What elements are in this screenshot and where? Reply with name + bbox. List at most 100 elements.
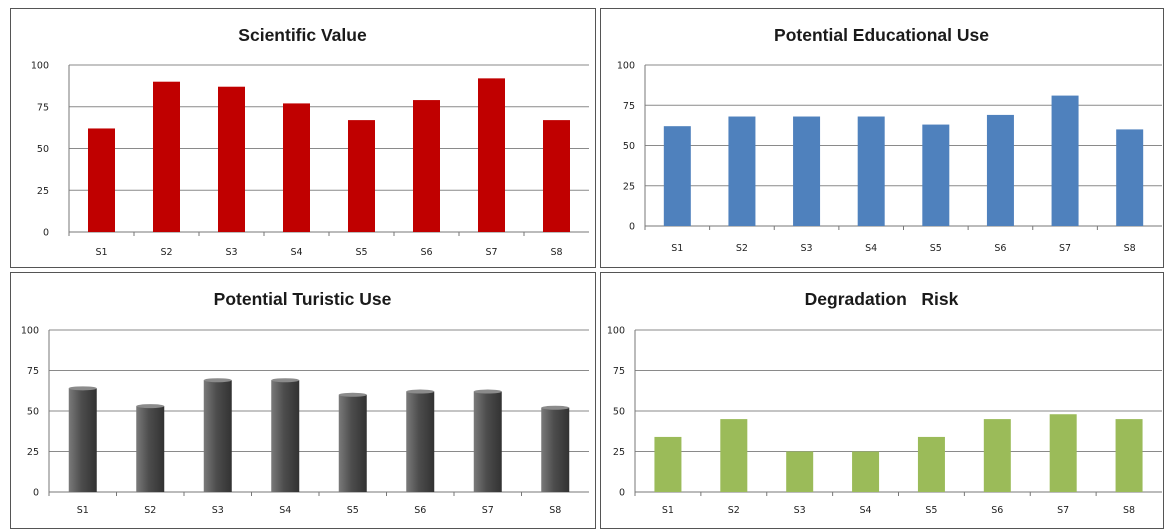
y-tick-label: 100 xyxy=(617,61,635,72)
chart-title: Degradation Risk xyxy=(805,289,959,309)
bar-s1 xyxy=(654,436,682,492)
x-tick-label: S5 xyxy=(355,247,367,258)
bar-s7 xyxy=(478,78,505,232)
bar-s4 xyxy=(852,451,880,492)
x-tick-label: S4 xyxy=(865,243,877,254)
x-tick-label: S8 xyxy=(1123,505,1135,516)
x-tick-label: S7 xyxy=(1057,505,1069,516)
bar-s3 xyxy=(786,451,814,492)
bar-cap xyxy=(541,405,570,410)
chart-title: Scientific Value xyxy=(238,25,367,45)
x-tick-label: S1 xyxy=(77,505,89,516)
y-tick-label: 75 xyxy=(27,366,39,377)
bar-s6 xyxy=(406,391,435,492)
y-tick-label: 0 xyxy=(33,488,39,499)
bar-s4 xyxy=(857,116,885,226)
y-tick-label: 0 xyxy=(43,228,49,239)
chart-svg: Potential Turistic Use 0 25 50 75 100 S1 S2 S3 S4… xyxy=(21,289,589,516)
x-tick-label: S5 xyxy=(930,243,942,254)
x-tick-label: S7 xyxy=(1059,243,1071,254)
bar-s4 xyxy=(283,103,310,232)
bar-cap xyxy=(338,392,367,397)
bar-s6 xyxy=(983,419,1011,492)
y-tick-label: 25 xyxy=(623,181,635,192)
bar-s8 xyxy=(1116,129,1144,226)
x-tick-label: S6 xyxy=(420,247,432,258)
x-tick-label: S4 xyxy=(290,247,302,258)
bar-s8 xyxy=(541,407,570,492)
x-tick-label: S6 xyxy=(991,505,1003,516)
y-tick-label: 75 xyxy=(613,366,625,377)
y-tick-label: 50 xyxy=(27,407,39,418)
x-tick-label: S5 xyxy=(347,505,359,516)
bar-s5 xyxy=(922,124,950,226)
bar-cap xyxy=(68,386,97,391)
x-tick-label: S8 xyxy=(1124,243,1136,254)
x-tick-label: S3 xyxy=(794,505,806,516)
y-tick-label: 50 xyxy=(623,141,635,152)
chart-panel-degradation-risk: Degradation Risk 0 25 50 75 100 S1 S2 S3 S4 S5 S6 S7… xyxy=(600,272,1164,529)
x-tick-label: S2 xyxy=(736,243,748,254)
bar-s6 xyxy=(986,114,1014,226)
x-tick-label: S1 xyxy=(671,243,683,254)
x-tick-label: S3 xyxy=(225,247,237,258)
bar-s2 xyxy=(136,406,165,492)
bar-s8 xyxy=(543,120,570,232)
y-tick-label: 100 xyxy=(31,61,49,72)
y-tick-label: 50 xyxy=(37,144,49,155)
x-tick-label: S2 xyxy=(144,505,156,516)
chart-svg: Potential Educational Use 0 25 50 75 100 S1 S2 S… xyxy=(617,25,1162,254)
x-tick-label: S8 xyxy=(549,505,561,516)
y-tick-label: 25 xyxy=(37,186,49,197)
bar-cap xyxy=(406,389,435,394)
bar-cap xyxy=(473,389,502,394)
chart-panel-potential-turistic-use: Potential Turistic Use 0 25 50 75 100 S1 S2 S3 S4… xyxy=(10,272,596,529)
bar-s5 xyxy=(917,436,945,492)
bar-s7 xyxy=(1051,95,1079,226)
bar-s3 xyxy=(203,380,232,492)
x-tick-label: S1 xyxy=(662,505,674,516)
x-tick-label: S4 xyxy=(860,505,872,516)
y-tick-label: 50 xyxy=(613,407,625,418)
x-tick-label: S3 xyxy=(212,505,224,516)
x-tick-label: S1 xyxy=(95,247,107,258)
x-tick-label: S2 xyxy=(160,247,172,258)
bar-s7 xyxy=(473,391,502,492)
chart-title: Potential Educational Use xyxy=(774,25,989,45)
bar-s1 xyxy=(88,128,115,232)
bar-s2 xyxy=(153,81,180,232)
chart-panel-potential-educational-use: Potential Educational Use 0 25 50 75 100 S1 S2 S… xyxy=(600,8,1164,268)
bar-s2 xyxy=(728,116,756,226)
x-tick-label: S4 xyxy=(279,505,291,516)
x-tick-label: S7 xyxy=(485,247,497,258)
bar-s8 xyxy=(1115,419,1143,492)
bar-s1 xyxy=(68,388,97,492)
bar-s6 xyxy=(413,100,440,232)
y-tick-label: 75 xyxy=(623,101,635,112)
chart-svg: Degradation Risk 0 25 50 75 100 S1 S2 S3 S4 S5 S6 S7… xyxy=(607,289,1162,516)
x-tick-label: S3 xyxy=(801,243,813,254)
bar-cap xyxy=(136,404,165,409)
y-tick-label: 75 xyxy=(37,102,49,113)
y-tick-label: 25 xyxy=(613,447,625,458)
chart-title: Potential Turistic Use xyxy=(214,289,392,309)
bar-cap xyxy=(271,378,300,383)
y-tick-label: 25 xyxy=(27,447,39,458)
bar-s3 xyxy=(218,86,245,233)
bar-s5 xyxy=(348,120,375,232)
y-tick-label: 100 xyxy=(21,326,39,337)
bar-s1 xyxy=(663,126,691,226)
y-tick-label: 0 xyxy=(619,488,625,499)
y-tick-label: 0 xyxy=(629,222,635,233)
x-tick-label: S5 xyxy=(925,505,937,516)
y-tick-label: 100 xyxy=(607,326,625,337)
x-tick-label: S2 xyxy=(728,505,740,516)
bar-s5 xyxy=(338,394,367,492)
chart-svg: Scientific Value 0 25 50 75 100 S1 S2 S3 S4 S5 S6 S7… xyxy=(31,25,589,258)
bar-cap xyxy=(203,378,232,383)
bar-s2 xyxy=(720,419,748,492)
x-tick-label: S7 xyxy=(482,505,494,516)
bar-s7 xyxy=(1049,414,1077,492)
bar-s3 xyxy=(793,116,821,226)
x-tick-label: S8 xyxy=(550,247,562,258)
